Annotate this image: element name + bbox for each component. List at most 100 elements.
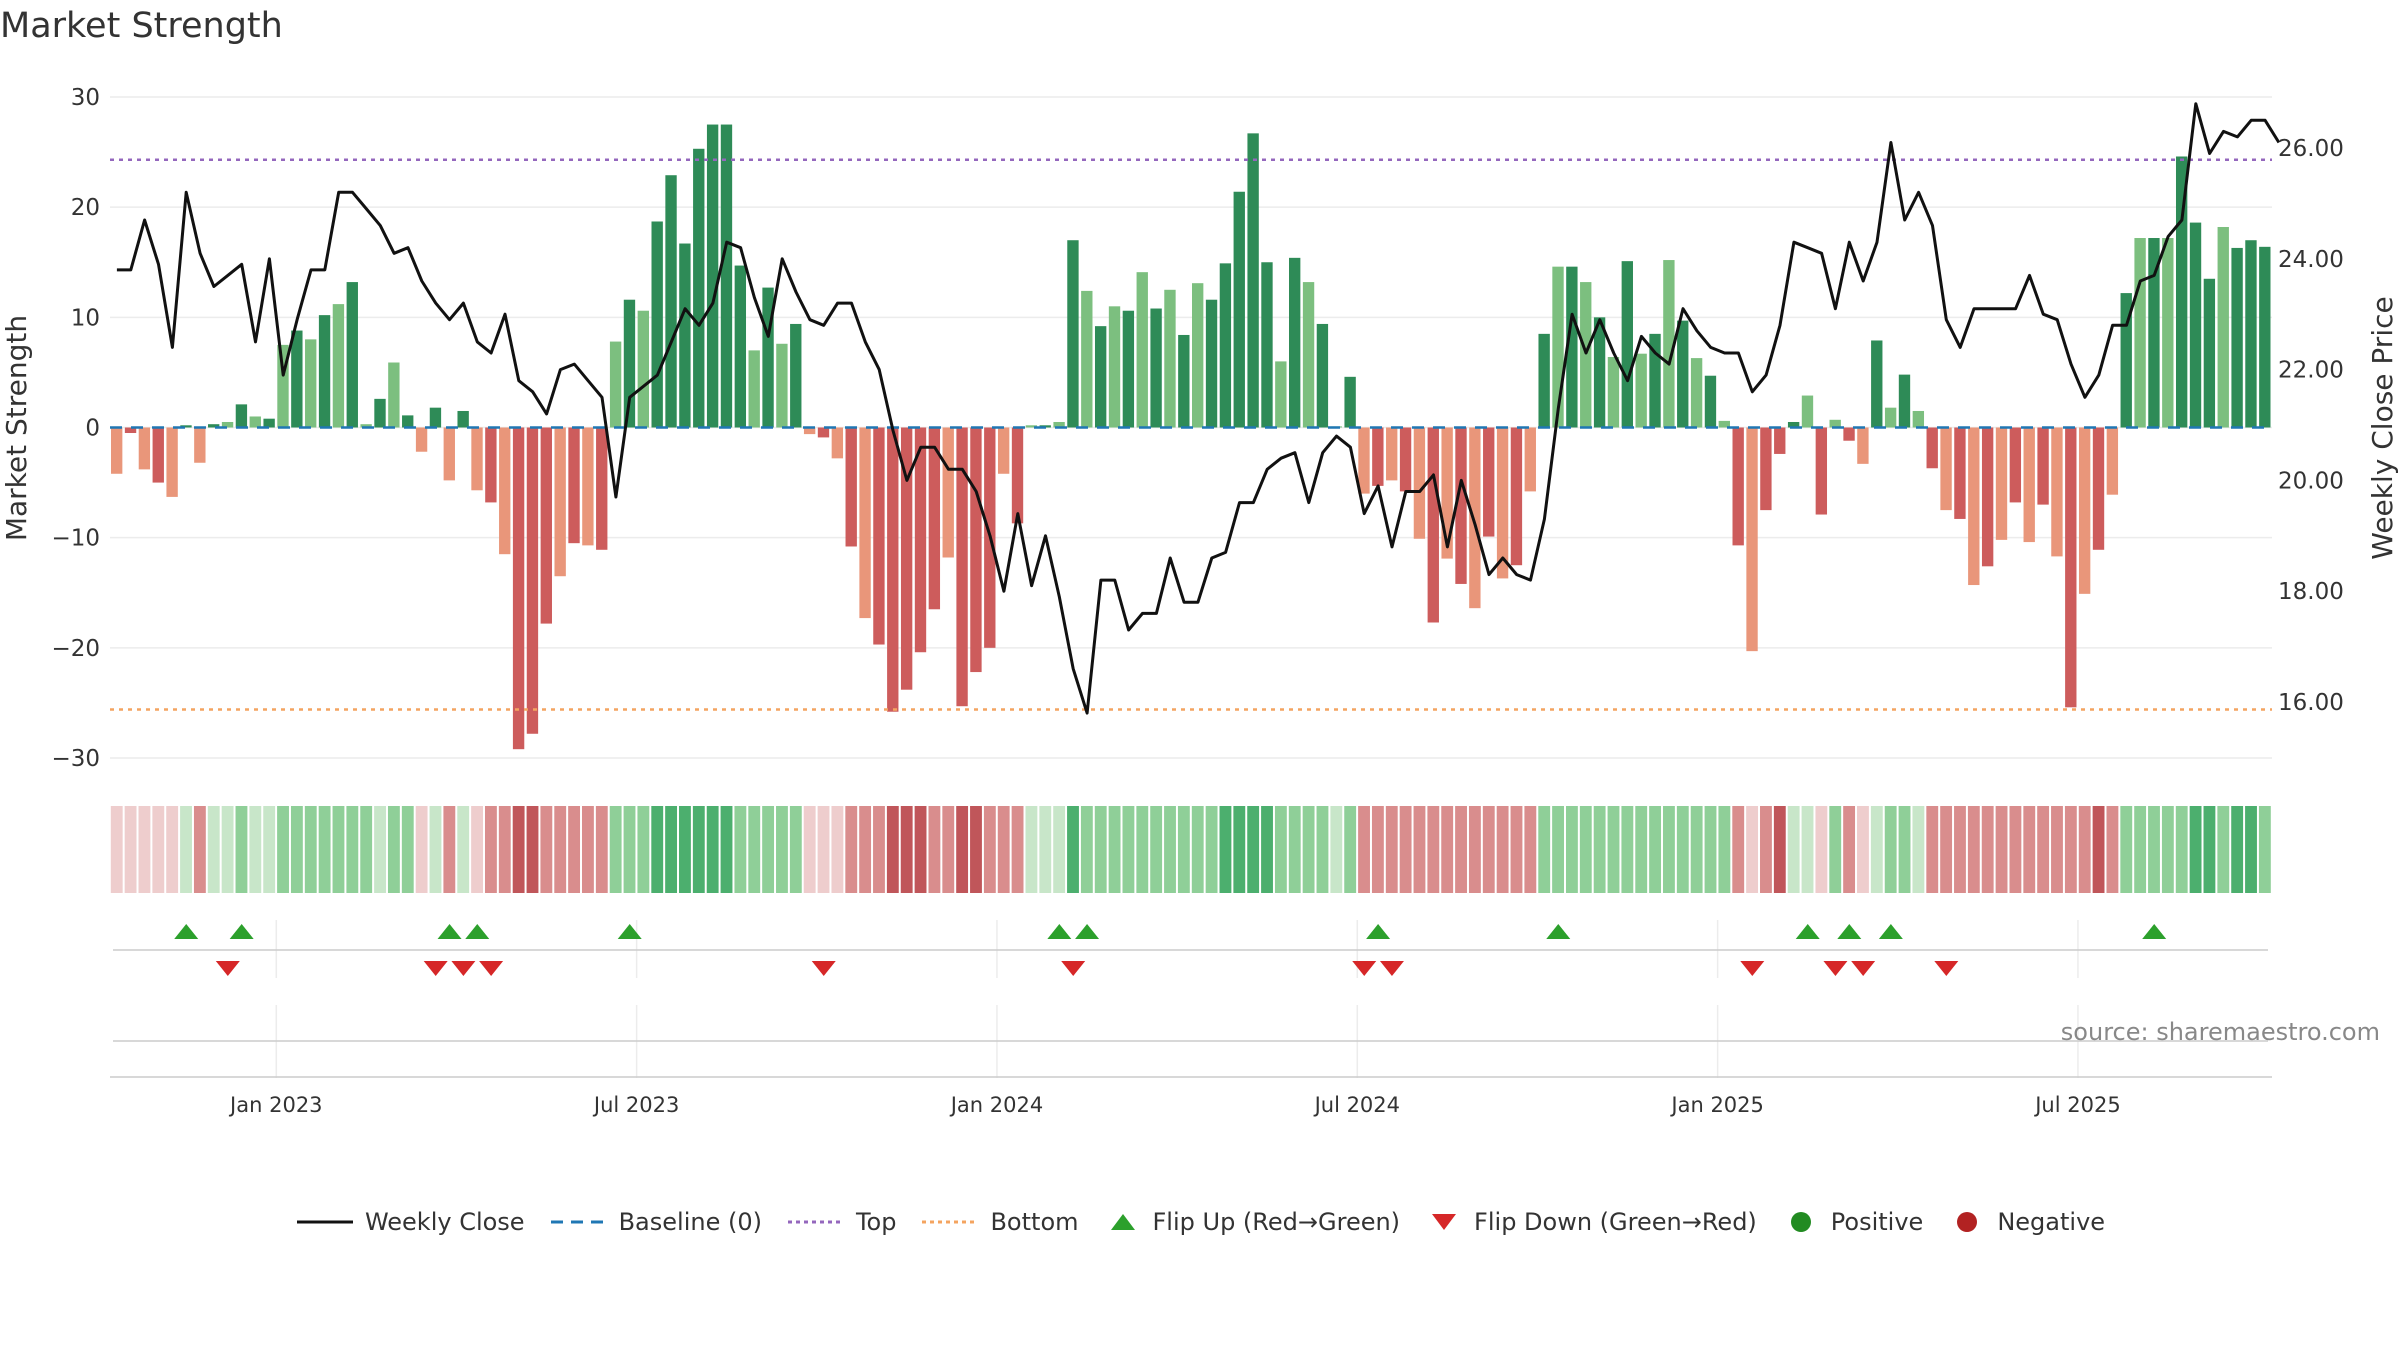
dotted-line-swatch-icon [922,1220,979,1224]
y-tick-label-left: −30 [51,746,100,772]
y-tick-label-right: 20.00 [2278,468,2344,494]
heat-cell [692,806,705,893]
legend-bottom[interactable]: Bottom [920,1208,1079,1236]
heat-cell [2175,806,2188,893]
strength-bar [1081,290,1093,428]
heat-cell [249,806,262,893]
heat-cell [124,806,137,893]
strength-bar [554,427,566,577]
heat-cell [1108,806,1121,893]
strength-bar [291,330,303,428]
strength-bar [1496,427,1509,579]
y-tick-label-right: 18.00 [2278,579,2344,605]
heat-cell [1399,806,1412,893]
strength-bar [485,427,497,503]
heat-cell [207,806,220,893]
flip-up-marker [437,924,462,939]
heat-cell [1940,806,1953,893]
heat-cell [471,806,483,893]
heat-cell [304,806,317,893]
heat-cell [1164,806,1176,893]
heat-cell [152,806,165,893]
heat-cell [1247,806,1260,893]
legend-top[interactable]: Top [786,1208,896,1236]
heat-cell [873,806,885,893]
heat-cell [900,806,913,893]
strength-bar [1011,427,1024,524]
legend-positive[interactable]: Positive [1781,1208,1923,1236]
flip-down-marker [1379,961,1404,976]
strength-bar [1053,421,1065,428]
strength-bar [1746,427,1758,652]
flip-down-marker [1851,961,1876,976]
strength-bar [2203,278,2216,428]
strength-bar [1981,427,1994,567]
strength-bar [1760,427,1772,511]
strength-bar [831,427,844,459]
strength-bar [1289,257,1301,428]
heat-cell [776,806,788,893]
flip-up-marker [1075,924,1100,939]
strength-bar [1510,427,1523,566]
heat-cell [2106,806,2119,893]
strength-bar [346,282,358,428]
strength-bar [873,427,885,645]
legend-label: Bottom [990,1208,1079,1236]
strength-bar [1774,427,1786,454]
heat-cell [263,806,276,893]
legend-negative[interactable]: Negative [1947,1208,2105,1236]
heat-cell [415,806,428,893]
heat-cell [2245,806,2257,893]
strength-bar [1455,427,1467,584]
strength-bar [124,427,137,434]
strength-bar [845,427,857,547]
strength-bar [1593,317,1606,428]
strength-bar [1871,340,1883,428]
strength-bar [305,339,317,428]
heat-cell [748,806,761,893]
x-tick-label: Jul 2025 [2033,1093,2120,1117]
heat-cell [1413,806,1426,893]
strength-bar [1801,395,1814,428]
legend-weekly-close[interactable]: Weekly Close [295,1208,525,1236]
strength-bar [1663,260,1675,428]
strength-bar [166,427,178,497]
heat-cell [1704,806,1717,893]
strength-bar [679,243,691,428]
strength-bar [2078,427,2091,594]
strength-bar [402,415,414,428]
circle-icon [1790,1212,1811,1232]
flip-up-marker [1546,924,1571,939]
legend-flip-down[interactable]: Flip Down (Green→Red) [1424,1208,1757,1236]
heat-cell [817,806,830,893]
strength-bar [2009,427,2022,503]
strength-bar [1108,306,1121,428]
strength-bar [1441,427,1453,559]
strength-bar [1552,266,1564,428]
heat-cell [1538,806,1551,893]
strength-bar [1968,427,1980,586]
heat-cell [609,806,622,893]
heat-cell [789,806,802,893]
legend-flip-up[interactable]: Flip Up (Red→Green) [1103,1208,1400,1236]
flip-up-marker [617,924,642,939]
strength-bar [693,148,705,428]
strength-bar [2106,427,2119,495]
heat-cell [1177,806,1190,893]
heat-cell [1150,806,1163,893]
heat-cell [886,806,899,893]
strength-bar [2175,156,2188,428]
strength-bar [2245,240,2257,428]
heat-cell [1815,806,1828,893]
strength-bar [1358,427,1370,494]
strength-bar [817,427,830,438]
strength-bar [512,427,525,750]
heat-cell [1067,806,1079,893]
flip-up-marker [2142,924,2167,939]
strength-bar [1912,410,1925,428]
heat-cell [2078,806,2091,893]
heat-cell [623,806,636,893]
flip-up-marker [465,924,490,939]
legend-baseline[interactable]: Baseline (0) [549,1208,762,1236]
